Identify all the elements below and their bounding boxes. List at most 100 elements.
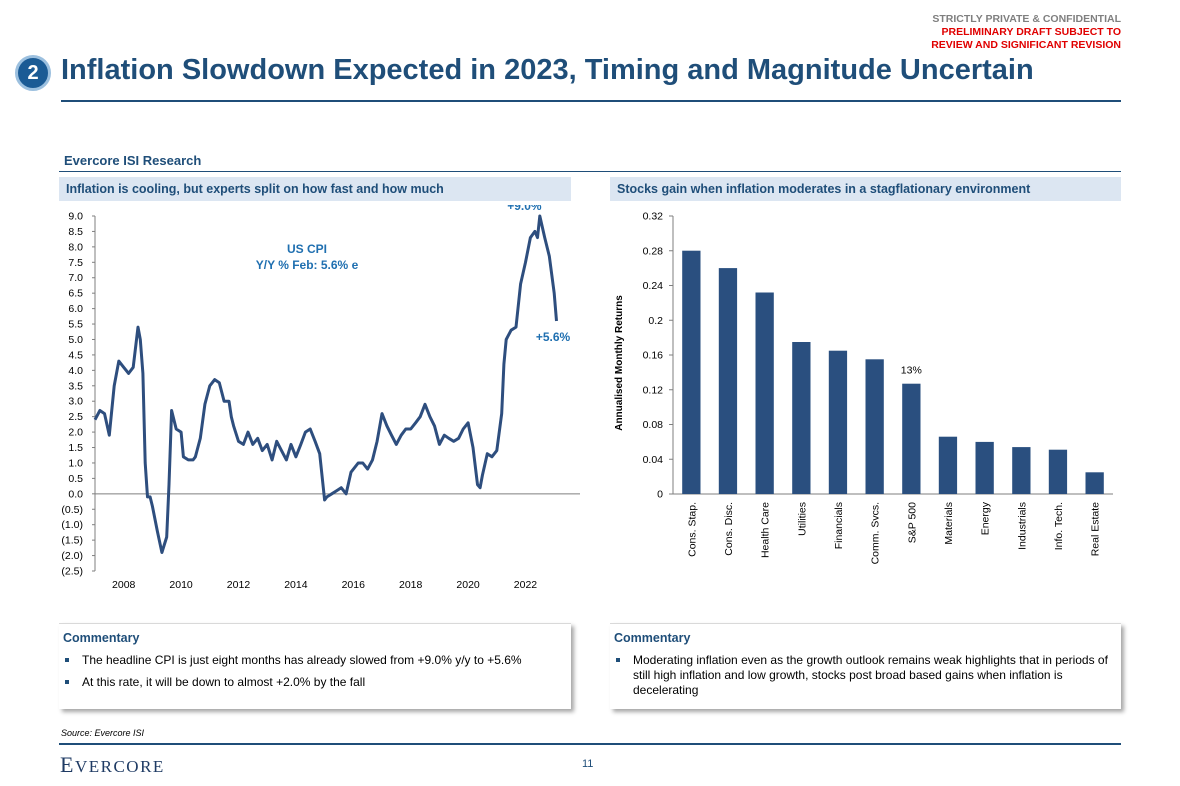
bar-data-label: 13%: [901, 365, 922, 377]
section-divider: [59, 171, 1121, 172]
bar-category-label: Cons. Disc.: [723, 502, 735, 556]
confidential-line-1: STRICTLY PRIVATE & CONFIDENTIAL: [932, 13, 1121, 25]
bar-category-label: S&P 500: [906, 502, 918, 543]
bar-y-tick-label: 0.12: [643, 384, 664, 396]
bar-category-label: Info. Tech.: [1053, 502, 1065, 550]
cpi-y-tick-label: 2.5: [68, 411, 83, 423]
bar-y-tick-label: 0.2: [648, 315, 663, 327]
cpi-y-tick-label: 8.0: [68, 241, 83, 253]
bar-energy: [975, 441, 994, 494]
cpi-x-tick-label: 2022: [514, 579, 538, 591]
cpi-y-tick-label: 9.0: [68, 211, 83, 223]
confidentiality-notice: STRICTLY PRIVATE & CONFIDENTIAL PRELIMIN…: [931, 13, 1121, 52]
bar-category-label: Energy: [980, 501, 992, 535]
cpi-series-line: [93, 214, 558, 554]
left-commentary-bullet: At this rate, it will be down to almost …: [63, 675, 561, 690]
section-number-badge: 2: [15, 55, 51, 91]
sector-returns-bar-chart: 0 0.04 0.08 0.12 0.16 0.2 0.24 0.28 0.32 Cons. S…: [614, 211, 1113, 564]
cpi-y-tick-label: 4.5: [68, 349, 83, 361]
cpi-y-tick-label: 7.0: [68, 272, 83, 284]
cpi-y-tick-label: (1.5): [61, 535, 83, 547]
page-title: Inflation Slowdown Expected in 2023, Tim…: [61, 54, 1034, 86]
left-commentary-bullet: The headline CPI is just eight months ha…: [63, 653, 561, 668]
logo-initial: E: [60, 752, 75, 777]
bar-category-label: Comm. Svcs.: [870, 502, 882, 564]
right-panel-heading: Stocks gain when inflation moderates in …: [610, 177, 1121, 201]
cpi-y-tick-label: 3.5: [68, 380, 83, 392]
bar-health-care: [755, 292, 774, 494]
right-commentary-list: Moderating inflation even as the growth …: [614, 653, 1111, 698]
bar-y-tick-label: 0.16: [643, 350, 664, 362]
bar-category-label: Industrials: [1016, 502, 1028, 550]
bar-category-label: Health Care: [760, 502, 772, 558]
cpi-annotation: +5.6%: [536, 330, 571, 344]
bar-category-label: Utilities: [796, 502, 808, 536]
bar-financials: [828, 350, 848, 494]
bar-materials: [938, 436, 958, 494]
cpi-x-tick-label: 2008: [112, 579, 136, 591]
title-divider: [61, 100, 1121, 102]
bar-y-tick-label: 0.04: [643, 454, 664, 466]
left-commentary-title: Commentary: [63, 631, 140, 645]
cpi-y-tick-label: 1.0: [68, 457, 83, 469]
left-panel-heading: Inflation is cooling, but experts split …: [59, 177, 571, 201]
cpi-y-tick-label: 0.5: [68, 473, 83, 485]
bar-y-tick-label: 0: [657, 489, 663, 501]
cpi-x-tick-label: 2010: [169, 579, 193, 591]
bar-s-p-500: [902, 383, 921, 494]
footer-divider: [59, 743, 1121, 745]
evercore-logo: EVERCORE: [60, 752, 165, 778]
bar-category-label: Cons. Stap.: [686, 502, 698, 557]
cpi-x-tick-label: 2018: [399, 579, 423, 591]
bar-y-tick-label: 0.08: [643, 419, 664, 431]
cpi-y-tick-label: 0.0: [68, 488, 83, 500]
bar-real-estate: [1085, 472, 1104, 494]
bar-y-tick-label: 0.24: [643, 280, 664, 292]
bar-info-tech: [1048, 449, 1068, 494]
right-commentary-title: Commentary: [614, 631, 691, 645]
bar-category-label: Financials: [833, 502, 845, 549]
cpi-y-tick-label: 6.0: [68, 303, 83, 315]
bar-category-label: Materials: [943, 502, 955, 545]
cpi-y-tick-label: 8.5: [68, 226, 83, 238]
cpi-y-tick-label: 5.5: [68, 319, 83, 331]
cpi-y-tick-label: 2.0: [68, 427, 83, 439]
cpi-line-chart: (2.5) (2.0) (1.5) (1.0) (0.5) 0.0 0.5 1.0 1.5 2.0…: [61, 205, 580, 591]
cpi-y-tick-label: 1.5: [68, 442, 83, 454]
cpi-y-tick-label: 6.5: [68, 288, 83, 300]
bar-y-tick-label: 0.28: [643, 245, 664, 257]
page-number: 11: [582, 758, 594, 770]
right-commentary-box: Commentary Moderating inflation even as …: [610, 623, 1121, 709]
cpi-annotation: +9.0%: [507, 205, 542, 213]
cpi-x-tick-label: 2016: [342, 579, 366, 591]
bar-cons-disc: [718, 268, 738, 494]
bar-industrials: [1012, 447, 1031, 494]
logo-rest: VERCORE: [74, 757, 165, 776]
bar-cons-stap: [682, 250, 701, 494]
bar-y-axis-title: Annualised Monthly Returns: [614, 295, 625, 431]
section-label: Evercore ISI Research: [64, 153, 202, 168]
cpi-y-tick-label: (1.0): [61, 519, 83, 531]
cpi-chart-subtitle: Y/Y % Feb: 5.6% e: [256, 258, 359, 272]
bar-category-label: Real Estate: [1090, 502, 1102, 556]
left-commentary-list: The headline CPI is just eight months ha…: [63, 653, 561, 690]
right-commentary-bullet: Moderating inflation even as the growth …: [614, 653, 1111, 698]
confidential-line-3: REVIEW AND SIGNIFICANT REVISION: [931, 39, 1121, 51]
cpi-chart-title: US CPI: [287, 242, 327, 256]
bar-comm-svcs: [865, 359, 884, 494]
cpi-y-tick-label: (0.5): [61, 504, 83, 516]
cpi-x-tick-label: 2012: [227, 579, 251, 591]
cpi-x-tick-label: 2020: [456, 579, 480, 591]
cpi-y-tick-label: 7.5: [68, 257, 83, 269]
bar-y-tick-label: 0.32: [643, 211, 664, 223]
cpi-y-tick-label: 5.0: [68, 334, 83, 346]
cpi-y-tick-label: 4.0: [68, 365, 83, 377]
confidential-line-2: PRELIMINARY DRAFT SUBJECT TO: [941, 26, 1121, 38]
source-note: Source: Evercore ISI: [61, 728, 145, 738]
cpi-y-tick-label: 3.0: [68, 396, 83, 408]
cpi-x-tick-label: 2014: [284, 579, 308, 591]
cpi-y-tick-label: (2.0): [61, 550, 83, 562]
cpi-y-tick-label: (2.5): [61, 566, 83, 578]
bar-utilities: [792, 342, 811, 494]
left-commentary-box: Commentary The headline CPI is just eigh…: [59, 623, 571, 709]
